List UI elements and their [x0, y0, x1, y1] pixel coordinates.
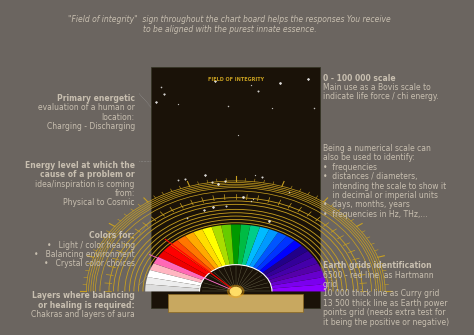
- Text: •  days, months, years: • days, months, years: [323, 200, 410, 209]
- Text: grid: grid: [323, 280, 338, 289]
- Text: 10 000 thick line as Curry grid: 10 000 thick line as Curry grid: [323, 289, 439, 298]
- Text: Charging - Discharging: Charging - Discharging: [46, 122, 135, 131]
- Circle shape: [230, 287, 241, 295]
- Text: cause of a problem or: cause of a problem or: [40, 170, 135, 179]
- Wedge shape: [147, 270, 201, 286]
- Wedge shape: [270, 270, 324, 286]
- Wedge shape: [154, 257, 205, 280]
- Wedge shape: [259, 241, 301, 273]
- Text: Chakras and layers of aura: Chakras and layers of aura: [31, 310, 135, 319]
- Wedge shape: [231, 224, 241, 265]
- Text: also be used to identify:: also be used to identify:: [323, 153, 415, 162]
- Wedge shape: [253, 232, 287, 269]
- Text: indicate life force / chi energy.: indicate life force / chi energy.: [323, 92, 438, 102]
- Wedge shape: [150, 263, 203, 283]
- Wedge shape: [146, 277, 201, 288]
- Text: evaluation of a human or: evaluation of a human or: [38, 103, 135, 112]
- Wedge shape: [242, 225, 260, 266]
- Text: "Field of integrity"  sign throughout the chart board helps the responses You re: "Field of integrity" sign throughout the…: [68, 15, 391, 35]
- Text: idea/inspiration is coming: idea/inspiration is coming: [36, 180, 135, 189]
- Wedge shape: [272, 284, 326, 291]
- Text: •   Balancing environment: • Balancing environment: [34, 250, 135, 259]
- Wedge shape: [202, 227, 226, 267]
- Wedge shape: [267, 257, 318, 280]
- Text: Layers where balancing: Layers where balancing: [32, 291, 135, 300]
- Wedge shape: [211, 225, 230, 266]
- Text: Physical to Cosmic: Physical to Cosmic: [63, 198, 135, 207]
- Wedge shape: [264, 251, 313, 278]
- Wedge shape: [145, 284, 200, 291]
- Wedge shape: [237, 224, 250, 265]
- Text: Being a numerical scale can: Being a numerical scale can: [323, 144, 430, 153]
- Wedge shape: [164, 245, 210, 275]
- Wedge shape: [246, 227, 269, 267]
- Text: Main use as a Bovis scale to: Main use as a Bovis scale to: [323, 83, 430, 92]
- Text: •  frequencies: • frequencies: [323, 163, 377, 172]
- Text: 13 500 thick line as Earth power: 13 500 thick line as Earth power: [323, 299, 447, 308]
- Text: location:: location:: [101, 113, 135, 122]
- Text: •  frequencies in Hz, THz,...: • frequencies in Hz, THz,...: [323, 210, 427, 219]
- Bar: [151, 67, 320, 308]
- Text: •   Light / color healing: • Light / color healing: [46, 241, 135, 250]
- Wedge shape: [170, 241, 212, 273]
- Wedge shape: [262, 245, 308, 275]
- Wedge shape: [177, 236, 215, 271]
- Text: 0 - 100 000 scale: 0 - 100 000 scale: [323, 74, 395, 83]
- Wedge shape: [269, 263, 321, 283]
- Text: Energy level at which the: Energy level at which the: [25, 161, 135, 170]
- Circle shape: [228, 285, 244, 297]
- Text: points grid (needs extra test for: points grid (needs extra test for: [323, 308, 445, 317]
- Text: •   Crystal color choices: • Crystal color choices: [44, 259, 135, 268]
- Text: FIELD OF INTEGRITY: FIELD OF INTEGRITY: [208, 77, 264, 82]
- Text: intending the scale to show it: intending the scale to show it: [323, 182, 446, 191]
- Wedge shape: [271, 277, 326, 288]
- Text: it being the positive or negative): it being the positive or negative): [323, 318, 449, 327]
- Wedge shape: [221, 224, 234, 265]
- Text: 6500 - red line  as Hartmann: 6500 - red line as Hartmann: [323, 271, 433, 280]
- Bar: [168, 294, 303, 312]
- Text: Colors for:: Colors for:: [89, 231, 135, 240]
- Wedge shape: [256, 236, 294, 271]
- Text: Primary energetic: Primary energetic: [57, 94, 135, 103]
- Wedge shape: [158, 251, 207, 278]
- Wedge shape: [193, 229, 222, 268]
- Text: •  distances / diameters,: • distances / diameters,: [323, 172, 417, 181]
- Text: in decimal or imperial units: in decimal or imperial units: [323, 191, 438, 200]
- Wedge shape: [249, 229, 278, 268]
- Text: or healing is required:: or healing is required:: [38, 301, 135, 310]
- Text: Earth grids identification: Earth grids identification: [323, 261, 431, 270]
- Wedge shape: [185, 232, 219, 269]
- Text: from:: from:: [114, 189, 135, 198]
